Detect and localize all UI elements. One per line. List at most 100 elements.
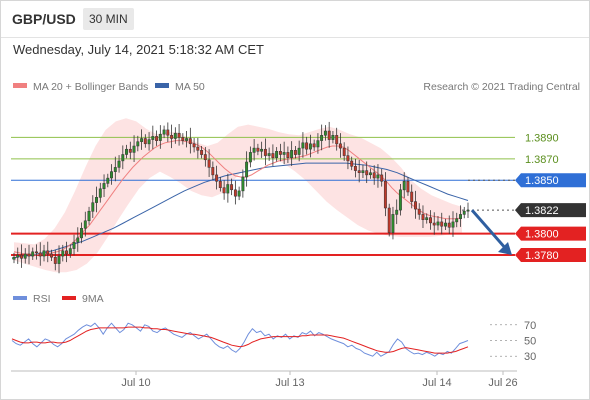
candle-body (444, 222, 447, 227)
candle-body (98, 188, 102, 198)
candle (447, 215, 451, 234)
candle (125, 144, 128, 159)
candle-body (147, 139, 151, 145)
candle-body (42, 250, 46, 257)
candle-body (50, 253, 53, 258)
candle-body (203, 154, 207, 161)
candle (267, 147, 271, 161)
candle (440, 212, 444, 235)
candle-body (91, 202, 95, 212)
candle (226, 173, 230, 203)
candle-body (162, 129, 166, 135)
candle-body (218, 181, 222, 188)
candle (76, 227, 80, 252)
candle-body (301, 142, 305, 149)
candle (271, 144, 275, 166)
candle (462, 206, 466, 219)
price-tag-1.3800 (515, 226, 586, 241)
candle (357, 159, 361, 183)
candle (368, 168, 372, 179)
candle-body (331, 135, 335, 140)
candle-body (53, 256, 57, 264)
candle-body (110, 171, 113, 179)
candle (147, 132, 151, 151)
ma20-legend-label: MA 20 + Bollinger Bands (33, 81, 148, 93)
candle-body (260, 148, 264, 152)
candle-body (181, 137, 185, 141)
candle (406, 176, 410, 196)
candle-body (293, 150, 297, 155)
candle-body (35, 251, 38, 254)
candle (207, 149, 211, 177)
candle (391, 206, 395, 240)
candle-body (417, 208, 421, 215)
candle-body (188, 138, 192, 145)
candle-body (440, 221, 444, 227)
candle (417, 203, 421, 220)
candle (316, 133, 320, 154)
rsi-tick-30: 30 (524, 351, 536, 363)
candle (233, 180, 237, 205)
candle (162, 125, 166, 139)
level-lines (11, 136, 515, 257)
candle-body (226, 184, 230, 194)
candle-body (27, 253, 31, 257)
candle-body (376, 174, 380, 179)
candle (61, 244, 65, 262)
rsi-tick-50: 50 (524, 336, 536, 348)
candle-body (436, 221, 440, 226)
x-axis-ticks: Jul 10 Jul 13 Jul 14 Jul 26 (121, 371, 518, 389)
candle-body (125, 148, 128, 155)
forecast-arrow (470, 209, 512, 256)
candle (410, 184, 414, 209)
candle (380, 168, 384, 187)
candle-body (65, 250, 68, 255)
price-tag-1.3780 (515, 248, 586, 263)
candle (222, 180, 226, 200)
candle (414, 190, 417, 219)
candle (429, 210, 432, 230)
candle-body (462, 210, 466, 215)
candle (188, 127, 192, 154)
candle-body (372, 172, 376, 179)
candle-body (451, 221, 455, 228)
candle-body (61, 250, 65, 257)
candle (282, 141, 286, 165)
ma9-legend-label: 9MA (82, 293, 104, 305)
price-tag-1.3850 (515, 173, 586, 188)
candle-body (215, 174, 219, 182)
moving-averages (11, 140, 469, 259)
candle (20, 244, 23, 268)
candle-body (20, 254, 23, 259)
candle (455, 212, 459, 228)
candle (365, 161, 369, 184)
candle-body (271, 153, 275, 159)
candle-body (136, 141, 140, 147)
candle (263, 138, 267, 166)
candle (35, 244, 38, 260)
candle (177, 124, 181, 146)
candle-body (83, 220, 87, 229)
candle (95, 186, 98, 213)
candle (398, 183, 402, 216)
candle (121, 145, 125, 170)
candle (57, 245, 61, 274)
candle (342, 142, 346, 161)
candle (80, 222, 83, 244)
candle-body (207, 159, 211, 168)
candle (50, 249, 53, 262)
candle (305, 136, 309, 155)
bollinger-band-area (14, 118, 462, 273)
candle-body (158, 133, 162, 141)
candle (68, 244, 72, 258)
candle (421, 205, 425, 228)
candle-body (192, 143, 196, 148)
candle-body (245, 161, 249, 178)
timeframe-button[interactable]: 30 MIN (83, 8, 134, 30)
candle-body (398, 189, 402, 211)
candle-body (80, 228, 83, 239)
candle-body (447, 222, 451, 228)
candle-body (380, 174, 384, 182)
candle (466, 202, 470, 218)
candle-body (155, 136, 159, 141)
